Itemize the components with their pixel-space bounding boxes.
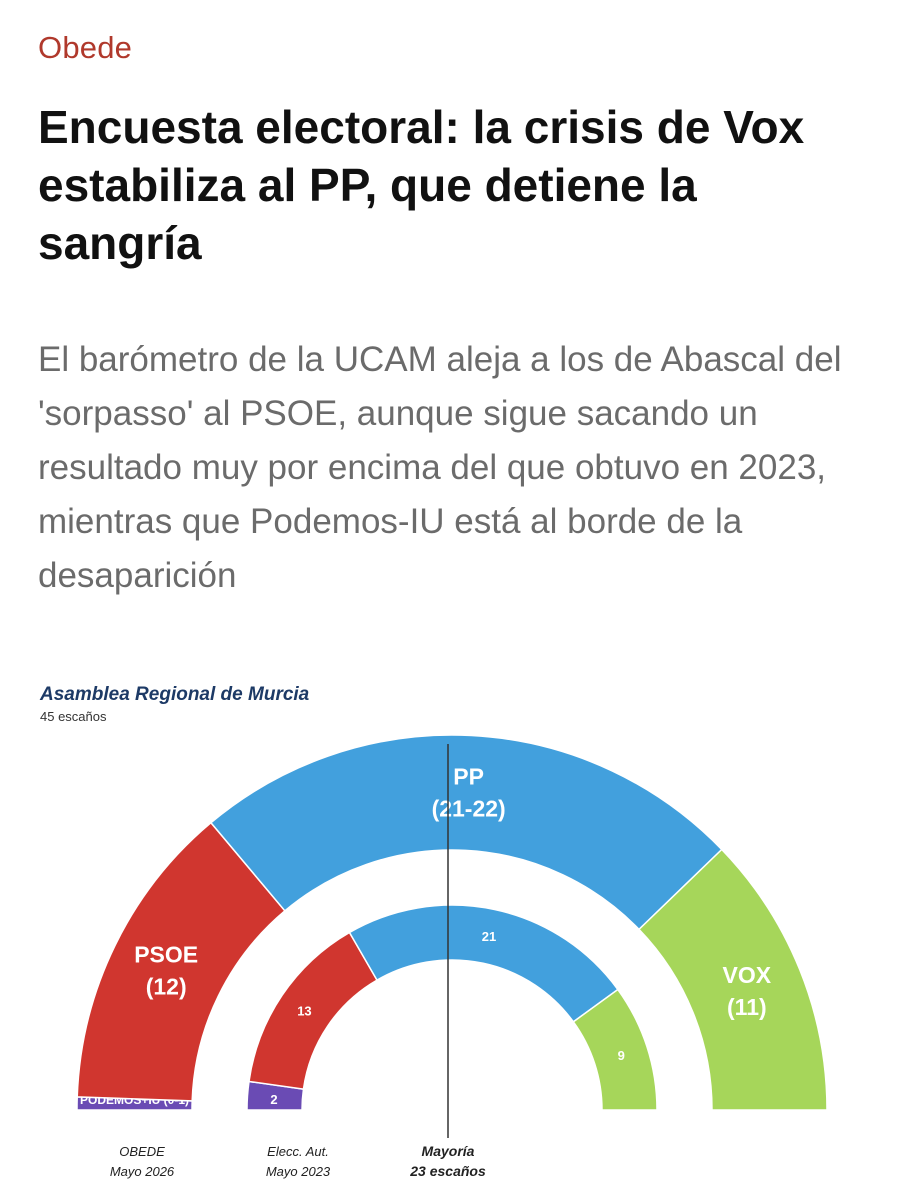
- ring0-name: OBEDE: [119, 1144, 165, 1159]
- ring1-segment-podemos-iu-value: 2: [270, 1092, 277, 1107]
- section-label[interactable]: Obede: [38, 30, 133, 65]
- chart-title: Asamblea Regional de Murcia: [39, 684, 310, 705]
- ring0-segment-psoe-value: (12): [146, 974, 187, 1000]
- majority-label: Mayoría: [422, 1143, 475, 1159]
- ring0-segment-pp: [209, 734, 723, 931]
- chart-subtitle: 45 escaños: [40, 709, 107, 724]
- ring0-date: Mayo 2026: [110, 1164, 175, 1179]
- ring1-name: Elecc. Aut.: [267, 1144, 329, 1159]
- ring0-segment-vox-label: VOX: [723, 962, 772, 988]
- ring0-segment-pp-label: PP: [453, 763, 484, 789]
- ring0-segment-psoe-label: PSOE: [134, 942, 198, 968]
- ring1-segment-pp: [348, 904, 619, 1023]
- ring1-segment-psoe-value: 13: [297, 1003, 311, 1018]
- hemicycle-chart: Asamblea Regional de Murcia 45 escaños P…: [0, 660, 903, 1200]
- article-title[interactable]: Encuesta electoral: la crisis de Vox est…: [38, 101, 805, 269]
- ring1-segment-psoe: [248, 931, 379, 1090]
- ring1-segment-vox: [572, 988, 658, 1111]
- ring0-segment-pp-value: (21-22): [432, 795, 506, 821]
- ring0-segment-vox-value: (11): [727, 994, 767, 1020]
- ring0-segment-vox: [637, 848, 828, 1111]
- ring1-date: Mayo 2023: [266, 1164, 331, 1179]
- ring1-segment-vox-value: 9: [618, 1048, 625, 1063]
- article-subtitle: El barómetro de la UCAM aleja a los de A…: [38, 340, 842, 595]
- majority-sublabel: 23 escaños: [409, 1163, 486, 1179]
- ring1-segment-pp-value: 21: [482, 929, 496, 944]
